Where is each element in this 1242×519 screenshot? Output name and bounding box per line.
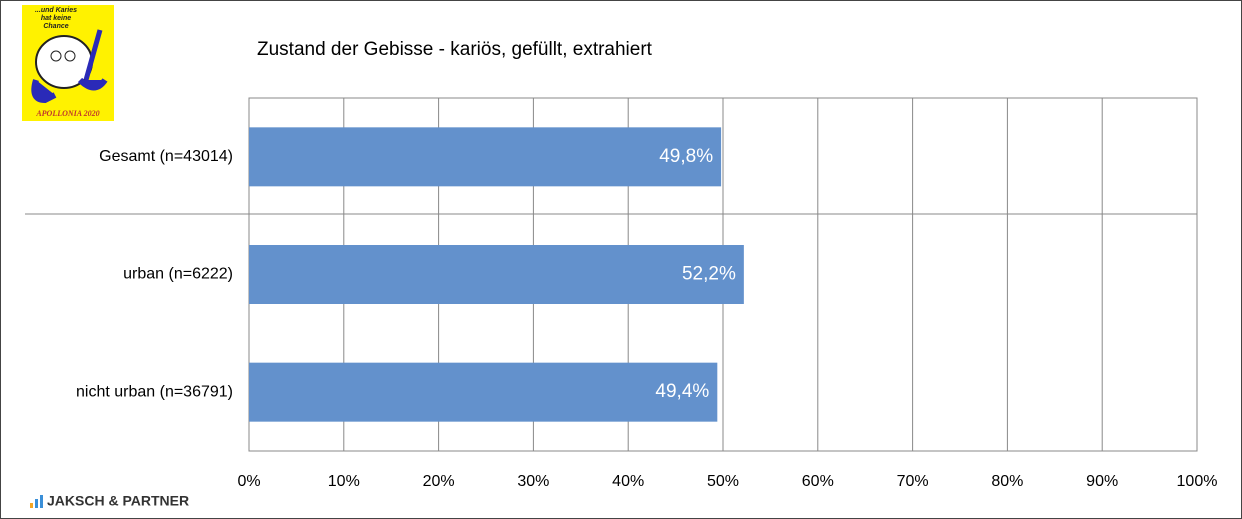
x-tick-label: 10% (328, 473, 360, 490)
logo-icon (40, 495, 43, 508)
value-label: 52,2% (682, 264, 736, 285)
x-tick-label: 40% (612, 473, 644, 490)
logo-shape (31, 77, 108, 104)
logo-icon (35, 499, 38, 508)
logo-slogan: ...und Karies (35, 7, 77, 14)
chart-title: Zustand der Gebisse - kariös, gefüllt, e… (257, 39, 653, 60)
x-tick-label: 30% (517, 473, 549, 490)
y-tick-label: nicht urban (n=36791) (76, 383, 233, 400)
logo-jaksch: JAKSCH & PARTNER (30, 493, 189, 509)
x-tick-label: 80% (991, 473, 1023, 490)
value-label: 49,8% (659, 146, 713, 167)
y-tick-label: Gesamt (n=43014) (99, 148, 233, 165)
bar (249, 362, 718, 422)
logo-name: APOLLONIA 2020 (35, 109, 99, 118)
logo-slogan: Chance (43, 23, 68, 30)
logo-apollonia: ...und Karies hat keine Chance APOLLONIA… (22, 5, 114, 121)
x-tick-label: 0% (237, 473, 260, 490)
bar (249, 245, 744, 304)
x-tick-label: 20% (423, 473, 455, 490)
x-tick-label: 60% (802, 473, 834, 490)
x-tick-label: 70% (897, 473, 929, 490)
value-label: 49,4% (655, 381, 709, 402)
logo-name: JAKSCH & PARTNER (47, 493, 189, 509)
logo-slogan: hat keine (41, 15, 71, 22)
bar (249, 127, 722, 187)
y-tick-label: urban (n=6222) (123, 266, 233, 283)
logo-brush (83, 29, 103, 81)
logo-eye (50, 50, 62, 62)
x-tick-label: 100% (1177, 473, 1218, 490)
logo-eye (64, 50, 76, 62)
x-tick-label: 90% (1086, 473, 1118, 490)
x-tick-label: 50% (707, 473, 739, 490)
logo-icon (30, 503, 33, 508)
